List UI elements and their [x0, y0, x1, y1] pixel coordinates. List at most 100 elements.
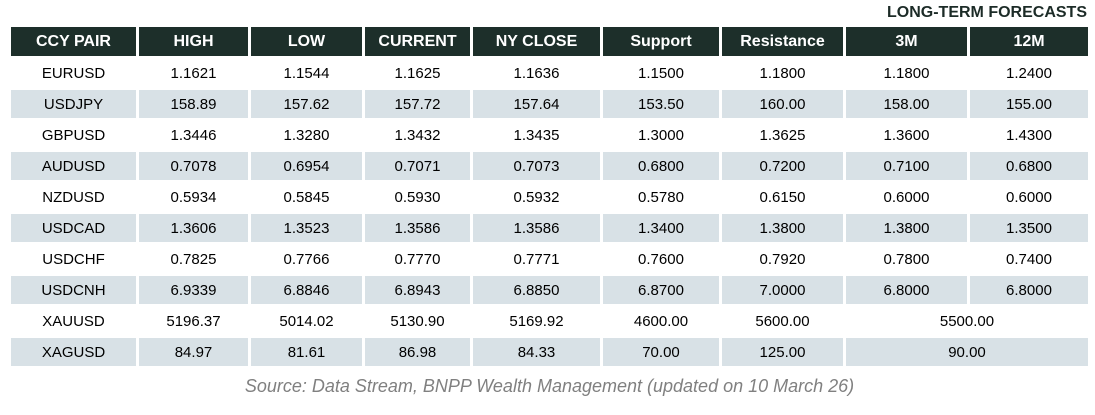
forecast-12m-cell: 0.7400: [970, 245, 1088, 273]
forecast-3m-cell: 158.00: [846, 90, 967, 118]
forecast-3m-cell: 0.6000: [846, 183, 967, 211]
table-row-nzdusd: NZDUSD 0.5934 0.5845 0.5930 0.5932 0.5780 0.61…: [11, 183, 1088, 211]
ny-close-cell: 0.7771: [473, 245, 600, 273]
table-row-usdcnh: USDCNH 6.9339 6.8846 6.8943 6.8850 6.8700 7.00…: [11, 276, 1088, 304]
header-row: CCY PAIR HIGH LOW CURRENT NY CLOSE Suppo…: [11, 27, 1088, 56]
fx-forecast-table: CCY PAIR HIGH LOW CURRENT NY CLOSE Suppo…: [8, 24, 1091, 369]
col-header-12m: 12M: [970, 27, 1088, 56]
forecast-3m-cell: 1.1800: [846, 59, 967, 87]
support-cell: 6.8700: [603, 276, 719, 304]
ny-close-cell: 157.64: [473, 90, 600, 118]
forecast-3m-cell: 6.8000: [846, 276, 967, 304]
low-cell: 1.1544: [251, 59, 362, 87]
low-cell: 1.3523: [251, 214, 362, 242]
support-cell: 4600.00: [603, 307, 719, 335]
table-row-xauusd: XAUUSD 5196.37 5014.02 5130.90 5169.92 4600.0…: [11, 307, 1088, 335]
ccy-pair-cell: USDCHF: [11, 245, 136, 273]
col-header-ny-close: NY CLOSE: [473, 27, 600, 56]
forecast-merged-cell: 5500.00: [846, 307, 1088, 335]
resistance-cell: 0.6150: [722, 183, 843, 211]
forecast-12m-cell: 155.00: [970, 90, 1088, 118]
resistance-cell: 125.00: [722, 338, 843, 366]
forecast-merged-cell: 90.00: [846, 338, 1088, 366]
high-cell: 0.5934: [139, 183, 248, 211]
ccy-pair-cell: USDCAD: [11, 214, 136, 242]
resistance-cell: 1.3800: [722, 214, 843, 242]
long-term-forecasts-heading: LONG-TERM FORECASTS: [887, 4, 1087, 21]
forecast-3m-cell: 1.3800: [846, 214, 967, 242]
table-row-usdchf: USDCHF 0.7825 0.7766 0.7770 0.7771 0.7600 0.79…: [11, 245, 1088, 273]
current-cell: 1.3432: [365, 121, 470, 149]
forecast-12m-cell: 1.3500: [970, 214, 1088, 242]
low-cell: 157.62: [251, 90, 362, 118]
low-cell: 0.5845: [251, 183, 362, 211]
high-cell: 0.7825: [139, 245, 248, 273]
ccy-pair-cell: USDCNH: [11, 276, 136, 304]
current-cell: 6.8943: [365, 276, 470, 304]
support-cell: 153.50: [603, 90, 719, 118]
col-header-support: Support: [603, 27, 719, 56]
low-cell: 0.7766: [251, 245, 362, 273]
table-row-audusd: AUDUSD 0.7078 0.6954 0.7071 0.7073 0.6800 0.72…: [11, 152, 1088, 180]
high-cell: 0.7078: [139, 152, 248, 180]
forecast-3m-cell: 1.3600: [846, 121, 967, 149]
low-cell: 1.3280: [251, 121, 362, 149]
table-body: EURUSD 1.1621 1.1544 1.1625 1.1636 1.1500 1.18…: [11, 59, 1088, 366]
ccy-pair-cell: USDJPY: [11, 90, 136, 118]
col-header-resistance: Resistance: [722, 27, 843, 56]
ccy-pair-cell: NZDUSD: [11, 183, 136, 211]
forecast-12m-cell: 0.6000: [970, 183, 1088, 211]
resistance-cell: 160.00: [722, 90, 843, 118]
ccy-pair-cell: XAGUSD: [11, 338, 136, 366]
low-cell: 6.8846: [251, 276, 362, 304]
current-cell: 1.3586: [365, 214, 470, 242]
support-cell: 0.7600: [603, 245, 719, 273]
high-cell: 1.3606: [139, 214, 248, 242]
current-cell: 86.98: [365, 338, 470, 366]
high-cell: 6.9339: [139, 276, 248, 304]
table-row-xagusd: XAGUSD 84.97 81.61 86.98 84.33 70.00 125.00 90.…: [11, 338, 1088, 366]
ny-close-cell: 6.8850: [473, 276, 600, 304]
forecast-3m-cell: 0.7100: [846, 152, 967, 180]
table-row-usdcad: USDCAD 1.3606 1.3523 1.3586 1.3586 1.3400 1.38…: [11, 214, 1088, 242]
ny-close-cell: 5169.92: [473, 307, 600, 335]
ny-close-cell: 1.3586: [473, 214, 600, 242]
support-cell: 0.6800: [603, 152, 719, 180]
ccy-pair-cell: GBPUSD: [11, 121, 136, 149]
col-header-3m: 3M: [846, 27, 967, 56]
current-cell: 157.72: [365, 90, 470, 118]
current-cell: 0.7071: [365, 152, 470, 180]
high-cell: 1.3446: [139, 121, 248, 149]
high-cell: 158.89: [139, 90, 248, 118]
ccy-pair-cell: XAUUSD: [11, 307, 136, 335]
ny-close-cell: 1.3435: [473, 121, 600, 149]
current-cell: 0.5930: [365, 183, 470, 211]
forecast-3m-cell: 0.7800: [846, 245, 967, 273]
low-cell: 81.61: [251, 338, 362, 366]
col-header-current: CURRENT: [365, 27, 470, 56]
current-cell: 0.7770: [365, 245, 470, 273]
high-cell: 1.1621: [139, 59, 248, 87]
resistance-cell: 1.3625: [722, 121, 843, 149]
ccy-pair-cell: AUDUSD: [11, 152, 136, 180]
support-cell: 0.5780: [603, 183, 719, 211]
ny-close-cell: 0.7073: [473, 152, 600, 180]
table-row-usdjpy: USDJPY 158.89 157.62 157.72 157.64 153.50 160.…: [11, 90, 1088, 118]
col-header-low: LOW: [251, 27, 362, 56]
resistance-cell: 5600.00: [722, 307, 843, 335]
ccy-pair-cell: EURUSD: [11, 59, 136, 87]
current-cell: 5130.90: [365, 307, 470, 335]
ny-close-cell: 1.1636: [473, 59, 600, 87]
table-row-gbpusd: GBPUSD 1.3446 1.3280 1.3432 1.3435 1.3000 1.36…: [11, 121, 1088, 149]
support-cell: 1.3400: [603, 214, 719, 242]
resistance-cell: 0.7920: [722, 245, 843, 273]
low-cell: 5014.02: [251, 307, 362, 335]
high-cell: 84.97: [139, 338, 248, 366]
resistance-cell: 1.1800: [722, 59, 843, 87]
forecast-12m-cell: 0.6800: [970, 152, 1088, 180]
ny-close-cell: 84.33: [473, 338, 600, 366]
forecast-12m-cell: 1.2400: [970, 59, 1088, 87]
resistance-cell: 7.0000: [722, 276, 843, 304]
table-row-eurusd: EURUSD 1.1621 1.1544 1.1625 1.1636 1.1500 1.18…: [11, 59, 1088, 87]
